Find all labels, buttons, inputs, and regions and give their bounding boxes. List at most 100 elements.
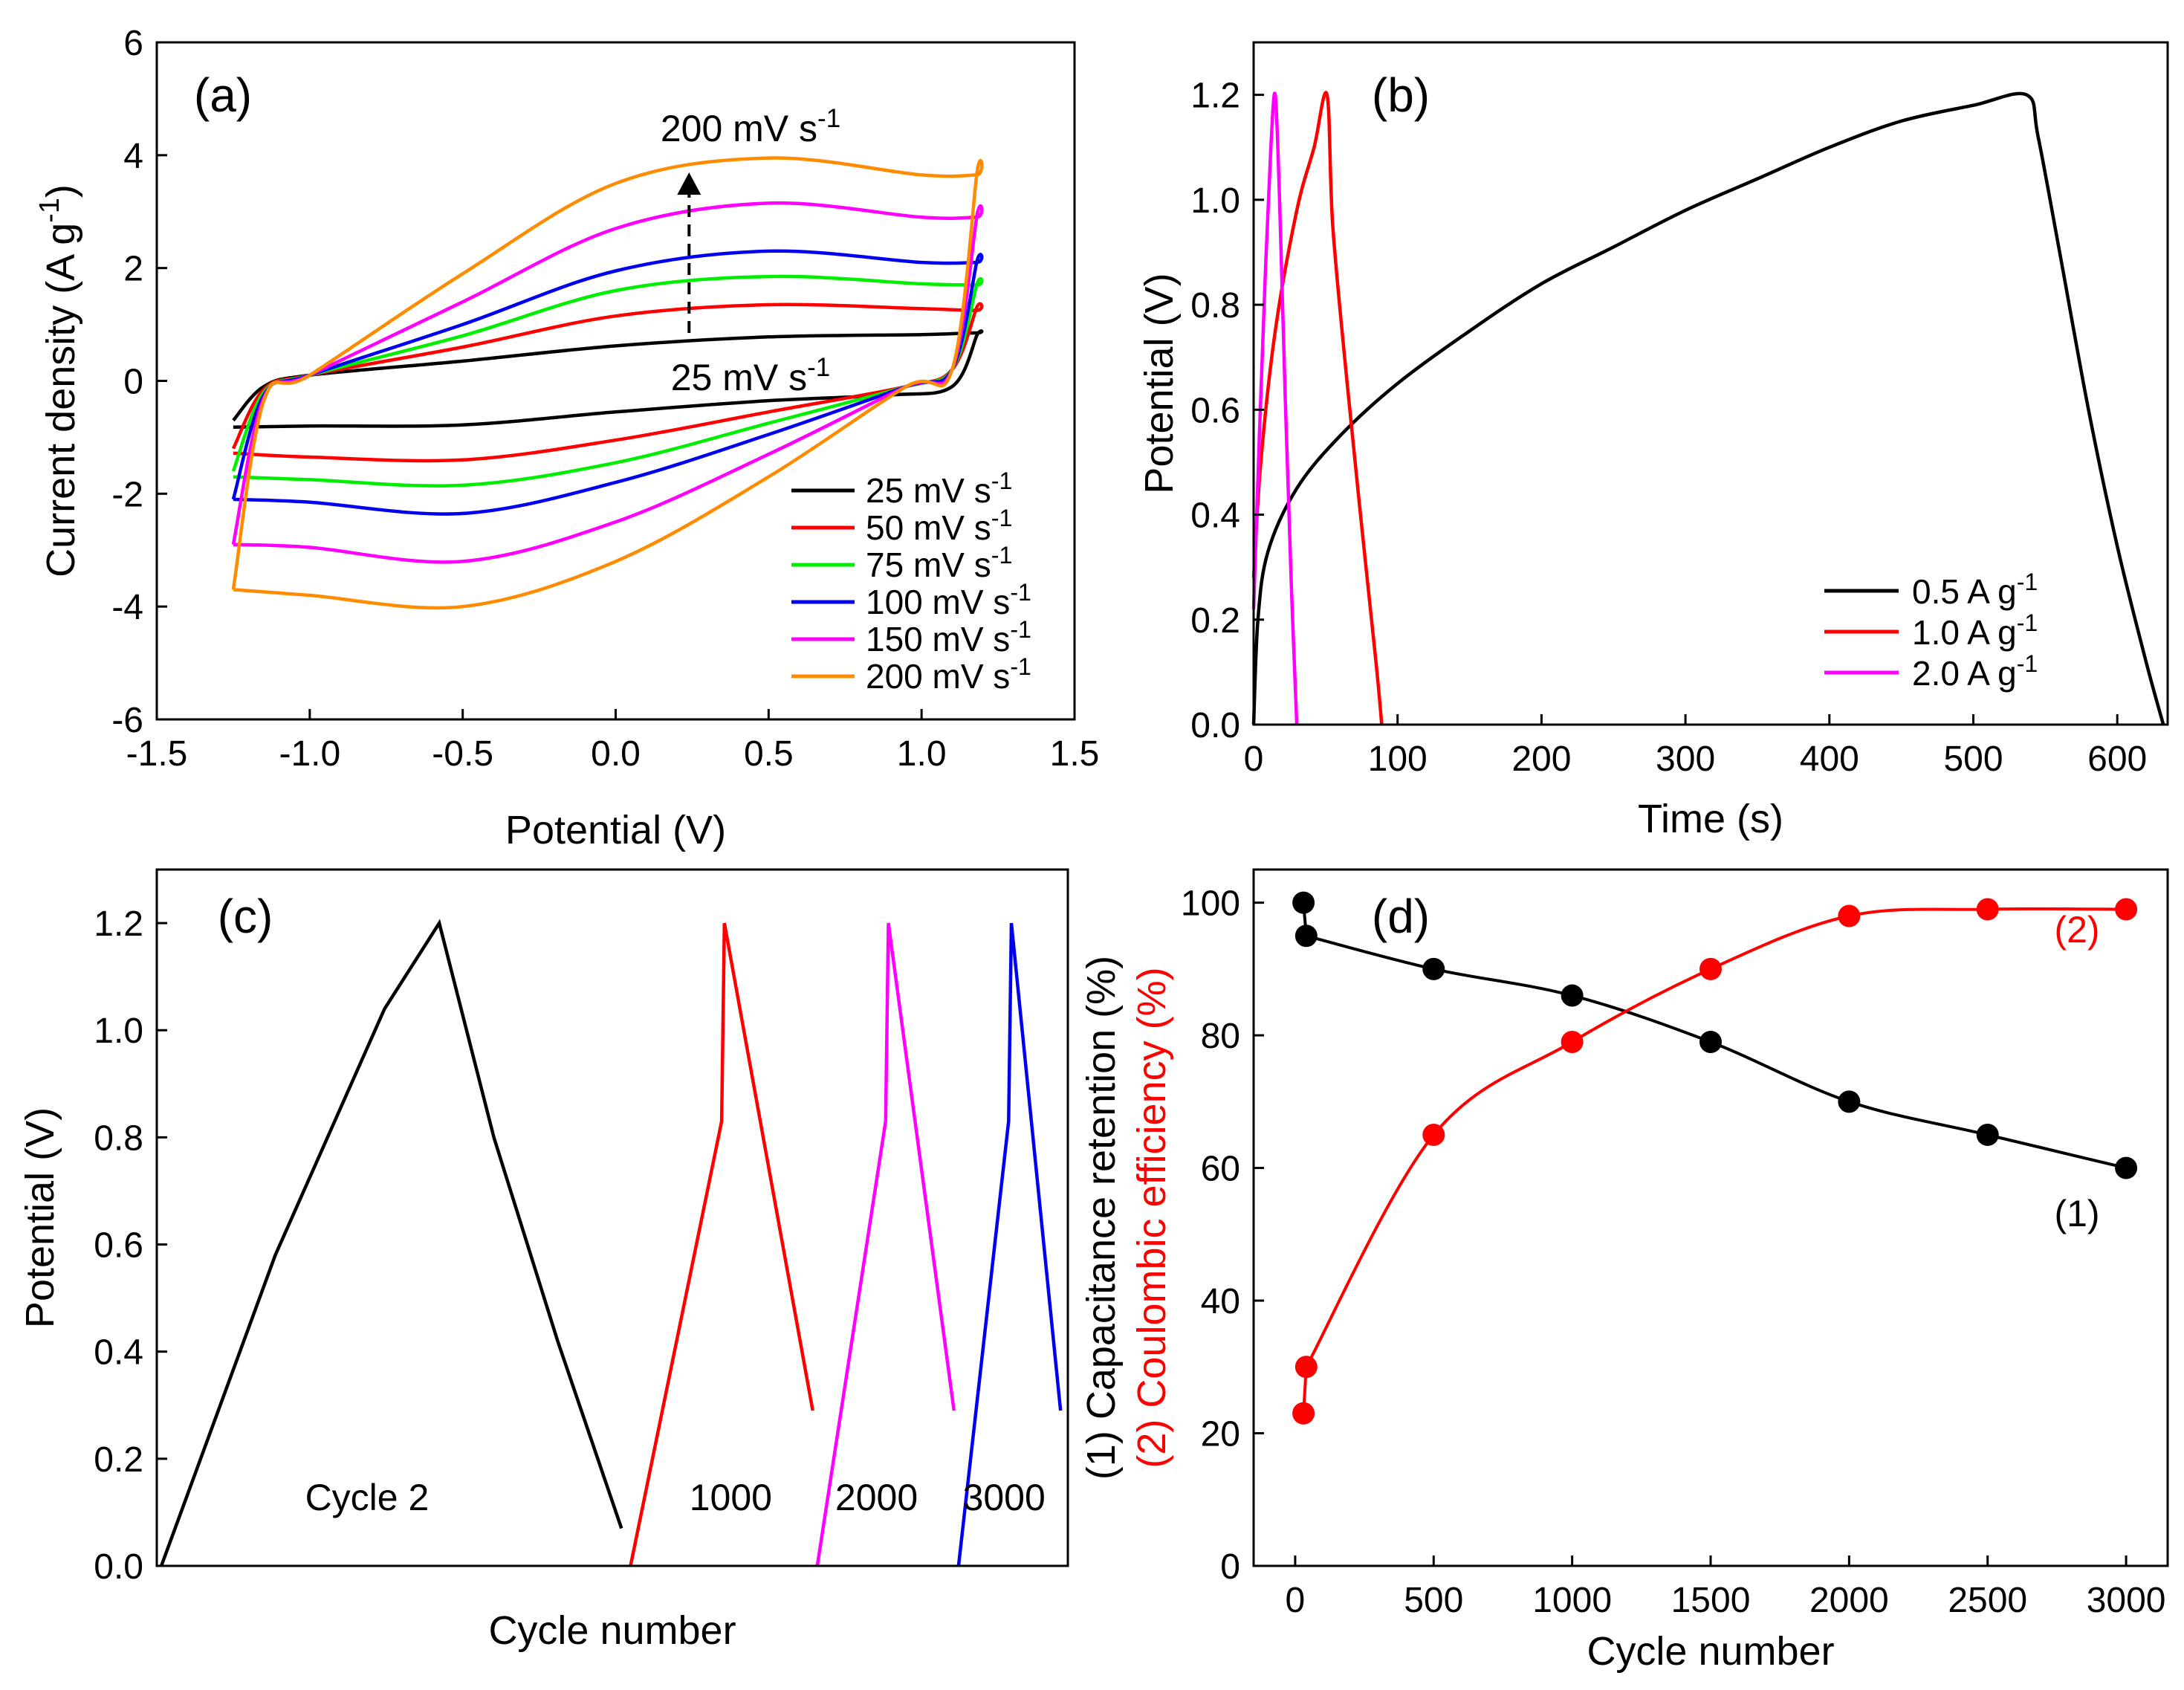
data-point [1838,1090,1861,1113]
text-part: Potential (V) [505,808,726,852]
y-axis-label-2: (2) Coulombic efficiency (%) [1130,967,1174,1468]
text-part: 500 [1404,1581,1463,1620]
y-tick-label: 0.6 [94,1226,143,1266]
text-part: 80 [1201,1017,1240,1056]
cycle-curve-4 [956,922,1063,1567]
x-tick-label: 3000 [2087,1581,2166,1620]
text-part: 25 mV s [671,357,807,398]
x-tick-label: 0.5 [744,734,794,774]
data-point [1561,1031,1584,1054]
text-part: (1) [2054,1193,2099,1234]
text-part: 0.6 [1190,391,1240,430]
y-tick-label: 0.4 [94,1333,143,1373]
legend-label: 25 mV s-1 [866,467,1012,510]
gcd-curve-1 [1251,91,2165,725]
y-tick-label: 1.0 [1190,181,1240,221]
x-tick-label: 0 [1244,739,1264,779]
text-part: 200 mV s [661,108,817,149]
text-part: 3000 [963,1477,1046,1518]
text-part: 0.6 [94,1226,143,1266]
text-part: -1 [1010,653,1031,680]
text-part: 100 [1368,739,1428,779]
text-part: Time (s) [1638,797,1783,841]
text-part: -1 [2017,650,2038,677]
text-part: 6 [123,24,143,63]
x-tick-label: 100 [1368,739,1428,779]
text-part: 2.0 A g [1912,654,2017,693]
text-part: 400 [1800,739,1859,779]
x-tick-label: 200 [1511,739,1571,779]
data-point [1422,1123,1445,1146]
data-point [1561,984,1584,1007]
data-point [1699,1031,1722,1054]
cycle-curve-2 [629,922,814,1567]
text-part: -1.5 [126,734,188,774]
series-label-1: (1) [2054,1193,2099,1234]
text-part: 0.4 [1190,496,1240,536]
arrow-head [677,172,701,195]
text-part: (d) [1372,890,1430,943]
y-tick-label: 1.2 [94,904,143,944]
data-point [1292,1402,1315,1425]
text-part: (2) Coulombic efficiency (%) [1130,967,1174,1468]
panel-label-b: (b) [1372,68,1430,122]
text-part: 0 [1220,1547,1240,1587]
text-part: 100 [1181,884,1240,924]
panel-c: 0.0 0.2 0.4 0.6 0.8 1.0 1.2 (c) Cycle number Pote… [18,868,1069,1653]
text-part: 60 [1201,1150,1240,1189]
legend-label: 150 mV s-1 [866,616,1031,658]
gcd-curve-2 [1251,91,1384,725]
cv-curve-4 [231,249,984,516]
text-part: (b) [1372,68,1430,122]
text-part: 50 mV s [866,508,991,547]
text-part: -1 [34,198,65,223]
text-part: -1 [1010,579,1031,606]
text-part: 300 [1656,739,1715,779]
text-part: 0.4 [94,1333,143,1373]
text-part: Cycle number [1587,1629,1834,1674]
text-part: 40 [1201,1282,1240,1321]
text-part: Current density (A g [39,223,83,577]
text-part: -4 [111,588,143,627]
legend-label: 100 mV s-1 [866,579,1031,621]
text-part: -1 [1010,616,1031,643]
text-part: (1) Capacitance retention (%) [1079,956,1124,1480]
text-part: -2 [111,475,143,514]
text-part: 200 [1511,739,1571,779]
data-point [1838,904,1861,927]
text-part: Potential (V) [18,1107,62,1328]
text-part: 3000 [2087,1581,2166,1620]
data-point [1294,925,1318,948]
text-part: 1000 [690,1477,772,1518]
x-tick-label: 1500 [1671,1581,1751,1620]
data-point [1976,898,1999,921]
x-axis-label: Time (s) [1638,797,1783,841]
cycle-label: 1000 [690,1477,772,1518]
cycle-label: 2000 [835,1477,918,1518]
text-part: 1.5 [1050,734,1100,774]
annotation-200: 200 mV s-1 [661,104,840,150]
text-part: 25 mV s [866,471,991,510]
y-tick-label: 0 [123,363,143,402]
text-part: 2000 [1809,1581,1889,1620]
y-tick-label: 4 [123,137,143,176]
y-axis-label: Potential (V) [18,1107,62,1328]
text-part: 1.0 [1190,181,1240,221]
y-tick-label: 0.0 [94,1547,143,1587]
text-part: -6 [111,701,143,740]
x-tick-label: 600 [2087,739,2147,779]
panel-b: 0 100 200 300 400 500 600 0.0 0.2 0.4 0.6 0.8 1.0 1.2… [1137,41,2169,841]
legend-label: 2.0 A g-1 [1912,650,2038,693]
x-tick-label: 500 [1943,739,2003,779]
y-tick-label: 0.0 [1190,706,1240,745]
y-axis-label-1: (1) Capacitance retention (%) [1079,956,1124,1480]
text-part: 0.5 [744,734,794,774]
annotation-25: 25 mV s-1 [671,353,831,399]
data-point [2115,898,2138,921]
cycle-curve-3 [815,922,956,1567]
text-part: 0.0 [591,734,641,774]
text-part: 0.2 [1190,601,1240,641]
text-part: 1.0 [897,734,947,774]
text-part: 100 mV s [866,583,1010,621]
y-axis-label: Current density (A g-1) [34,184,83,577]
